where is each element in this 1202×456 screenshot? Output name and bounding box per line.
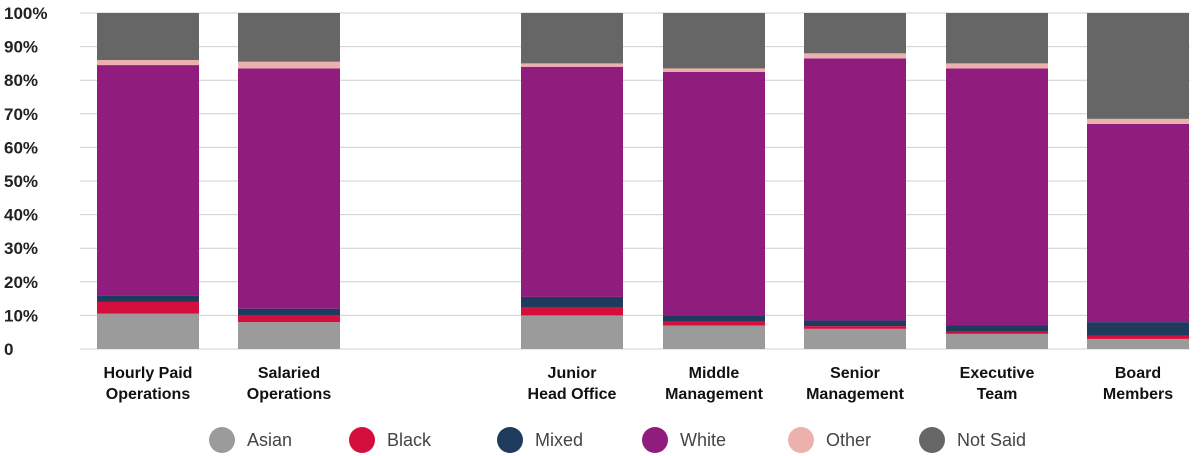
bar-segment-not-said: [804, 13, 906, 54]
x-axis-labels: Hourly Paid Operations Salaried Operations J…: [104, 365, 1174, 403]
y-axis-ticks: 0 10% 20% 30% 40% 50% 60% 70% 80% 90% 100%: [4, 4, 47, 359]
legend-label: Other: [826, 430, 871, 450]
bar-segment-asian: [97, 313, 199, 349]
bar-segment-mixed: [238, 308, 340, 316]
bar-segment-white: [97, 65, 199, 296]
bar-segment-not-said: [663, 13, 765, 69]
y-tick-label: 10%: [4, 306, 38, 325]
bars: [97, 13, 1189, 349]
category-label: Operations: [247, 386, 332, 403]
category-label: Management: [665, 386, 763, 403]
bar-segment-black: [238, 315, 340, 323]
category-label: Board: [1115, 365, 1161, 382]
y-tick-label: 0: [4, 340, 13, 359]
y-tick-label: 70%: [4, 105, 38, 124]
bar-segment-asian: [238, 322, 340, 349]
category-label: Hourly Paid: [104, 365, 193, 382]
category-label: Management: [806, 386, 904, 403]
bar-segment-mixed: [804, 320, 906, 327]
bar-segment-white: [663, 71, 765, 316]
category-label: Executive: [960, 365, 1035, 382]
legend: Asian Black Mixed White Other Not Said: [209, 427, 1026, 453]
bar-segment-asian: [521, 315, 623, 349]
bar-segment-asian: [1087, 338, 1189, 349]
bar-segment-asian: [804, 328, 906, 349]
legend-label: White: [680, 430, 726, 450]
legend-label: Not Said: [957, 430, 1026, 450]
y-tick-label: 60%: [4, 138, 38, 157]
bar-segment-mixed: [97, 295, 199, 302]
legend-label: Black: [387, 430, 432, 450]
bar-segment-not-said: [1087, 13, 1189, 119]
bar-segment-black: [521, 307, 623, 316]
y-tick-label: 30%: [4, 239, 38, 258]
bar-segment-mixed: [663, 315, 765, 322]
category-label: Junior: [548, 365, 597, 382]
category-label: Senior: [830, 365, 880, 382]
bar-segment-white: [521, 66, 623, 297]
legend-label: Asian: [247, 430, 292, 450]
category-label: Operations: [106, 386, 191, 403]
category-label: Team: [977, 386, 1018, 403]
bar-segment-asian: [946, 333, 1048, 349]
bar-segment-black: [946, 331, 1048, 334]
y-tick-label: 90%: [4, 38, 38, 57]
bar-segment-other: [238, 61, 340, 69]
legend-swatch: [919, 427, 945, 453]
bar-segment-black: [97, 301, 199, 314]
bar-segment-black: [804, 326, 906, 329]
bar-segment-not-said: [97, 13, 199, 61]
bar-segment-not-said: [521, 13, 623, 64]
bar-segment-mixed: [946, 325, 1048, 332]
bar-segment-asian: [663, 325, 765, 349]
category-label: Salaried: [258, 365, 320, 382]
bar-segment-black: [663, 321, 765, 326]
bar-segment-other: [804, 53, 906, 59]
y-tick-label: 50%: [4, 172, 38, 191]
bar-segment-other: [946, 63, 1048, 69]
legend-swatch: [209, 427, 235, 453]
y-tick-label: 20%: [4, 273, 38, 292]
bar-segment-white: [804, 58, 906, 321]
bar-segment-other: [1087, 118, 1189, 124]
bar-segment-white: [238, 68, 340, 309]
legend-swatch: [497, 427, 523, 453]
y-tick-label: 100%: [4, 4, 47, 23]
legend-label: Mixed: [535, 430, 583, 450]
category-label: Middle: [689, 365, 740, 382]
bar-segment-mixed: [1087, 322, 1189, 336]
bar-segment-white: [946, 68, 1048, 326]
bar-segment-other: [97, 60, 199, 66]
bar-segment-other: [521, 63, 623, 67]
category-label: Members: [1103, 386, 1173, 403]
legend-swatch: [788, 427, 814, 453]
bar-segment-mixed: [521, 296, 623, 307]
bar-segment-other: [663, 68, 765, 72]
bar-segment-not-said: [946, 13, 1048, 64]
bar-segment-white: [1087, 123, 1189, 323]
legend-swatch: [642, 427, 668, 453]
legend-swatch: [349, 427, 375, 453]
y-tick-label: 40%: [4, 206, 38, 225]
category-label: Head Office: [528, 386, 617, 403]
y-tick-label: 80%: [4, 71, 38, 90]
bar-segment-black: [1087, 335, 1189, 339]
bar-segment-not-said: [238, 13, 340, 62]
